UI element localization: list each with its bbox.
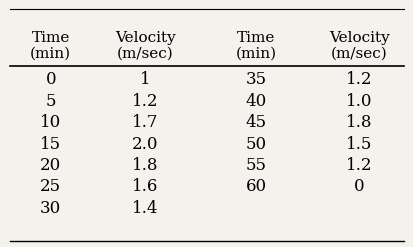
- Text: 1.4: 1.4: [132, 200, 158, 217]
- Text: 5: 5: [45, 93, 56, 109]
- Text: 1.2: 1.2: [345, 157, 372, 174]
- Text: 2.0: 2.0: [132, 136, 158, 152]
- Text: 50: 50: [245, 136, 266, 152]
- Text: 1.6: 1.6: [132, 179, 158, 195]
- Text: 25: 25: [40, 179, 61, 195]
- Text: 1.8: 1.8: [132, 157, 158, 174]
- Text: 20: 20: [40, 157, 61, 174]
- Text: 0: 0: [353, 179, 363, 195]
- Text: 1.5: 1.5: [345, 136, 371, 152]
- Text: 60: 60: [245, 179, 266, 195]
- Text: Time
(min): Time (min): [235, 31, 276, 61]
- Text: 1.2: 1.2: [132, 93, 158, 109]
- Text: 15: 15: [40, 136, 61, 152]
- Text: 35: 35: [245, 71, 266, 88]
- Text: 1.8: 1.8: [345, 114, 372, 131]
- Text: 0: 0: [45, 71, 56, 88]
- Text: 10: 10: [40, 114, 61, 131]
- Text: Time
(min): Time (min): [30, 31, 71, 61]
- Text: 40: 40: [245, 93, 266, 109]
- Text: Velocity
(m/sec): Velocity (m/sec): [328, 31, 389, 61]
- Text: 1.0: 1.0: [345, 93, 372, 109]
- Text: 1: 1: [140, 71, 150, 88]
- Text: 30: 30: [40, 200, 61, 217]
- Text: 1.7: 1.7: [132, 114, 158, 131]
- Text: 1.2: 1.2: [345, 71, 372, 88]
- Text: 55: 55: [245, 157, 266, 174]
- Text: Velocity
(m/sec): Velocity (m/sec): [115, 31, 175, 61]
- Text: 45: 45: [245, 114, 266, 131]
